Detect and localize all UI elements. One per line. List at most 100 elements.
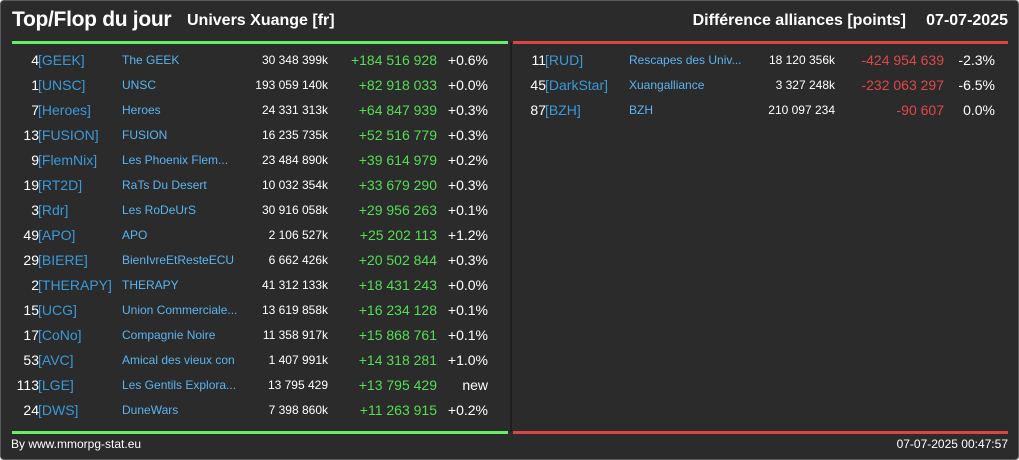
alliance-points: 16 235 735k [261, 128, 328, 142]
top-row: 15 [UCG] Union Commerciale... 13 619 858k +1… [1, 302, 497, 327]
alliance-tag-link[interactable]: [LGE] [38, 377, 74, 393]
top-row: 1 [UNSC] UNSC 193 059 140k +82 918 033 +0.0% [1, 77, 497, 102]
generated-timestamp: 07-07-2025 00:47:57 [896, 437, 1008, 451]
points-difference: +184 516 928 [350, 52, 437, 68]
flop-footer-divider [513, 431, 1008, 434]
alliance-rank: 2 [31, 277, 39, 293]
alliance-rank: 17 [23, 327, 39, 343]
source-credit: By www.mmorpg-stat.eu [11, 437, 142, 451]
metric-label: Différence alliances [points] [692, 12, 906, 29]
points-difference: +39 614 979 [358, 152, 437, 168]
points-difference: +14 318 281 [358, 352, 437, 368]
alliance-tag-link[interactable]: [FlemNix] [38, 152, 98, 168]
alliance-points: 24 331 313k [261, 103, 328, 117]
top-row: 4 [GEEK] The GEEK 30 348 399k +184 516 928 +0… [1, 52, 497, 77]
date-label: 07-07-2025 [926, 12, 1008, 29]
top-row: 9 [FlemNix] Les Phoenix Flem... 23 484 890k… [1, 152, 497, 177]
alliance-tag-link[interactable]: [Heroes] [38, 102, 91, 118]
alliance-tag-link[interactable]: [FUSION] [38, 127, 99, 143]
alliance-rank: 9 [31, 152, 39, 168]
flop-row: 87 [BZH] BZH 210 097 234 -90 607 0.0% [508, 102, 1004, 127]
alliance-tag-link[interactable]: [DWS] [38, 402, 79, 418]
alliance-points: 210 097 234 [768, 103, 835, 117]
alliance-points: 30 916 058k [261, 203, 328, 217]
alliance-tag-link[interactable]: [BZH] [545, 102, 581, 118]
alliance-tag-link[interactable]: [AVC] [38, 352, 74, 368]
top-header-divider [12, 41, 508, 44]
alliance-tag-link[interactable]: [CoNo] [38, 327, 82, 343]
column-separator [510, 42, 512, 432]
points-difference: +16 234 128 [358, 302, 437, 318]
top-row: 13 [FUSION] FUSION 16 235 735k +52 516 779 +0… [1, 127, 497, 152]
alliance-points: 3 327 248k [775, 78, 835, 92]
percent-change: +0.3% [447, 252, 488, 268]
top-row: 17 [CoNo] Compagnie Noire 11 358 917k +15 86… [1, 327, 497, 352]
alliance-tag-link[interactable]: [DarkStar] [545, 77, 609, 93]
percent-change: +0.3% [447, 127, 488, 143]
percent-change: -6.5% [958, 77, 995, 93]
top-row: 53 [AVC] Amical des vieux con 1 407 991k +14… [1, 352, 497, 377]
percent-change: +1.2% [447, 227, 488, 243]
alliance-points: 7 398 860k [268, 403, 328, 417]
top-footer-divider [12, 431, 508, 434]
alliance-rank: 15 [23, 302, 39, 318]
alliance-points: 193 059 140k [255, 78, 328, 92]
alliance-rank: 3 [31, 202, 39, 218]
alliance-rank: 1 [31, 77, 39, 93]
alliance-points: 13 795 429 [267, 378, 328, 392]
alliance-rank: 13 [23, 127, 39, 143]
alliance-tag-link[interactable]: [BIERE] [38, 252, 88, 268]
points-difference: +18 431 243 [358, 277, 437, 293]
top-row: 29 [BIERE] BienIvreEtResteECU 6 662 426k +20… [1, 252, 497, 277]
points-difference: -232 063 297 [861, 77, 944, 93]
percent-change: +0.1% [447, 327, 488, 343]
alliance-tag-link[interactable]: [UNSC] [38, 77, 86, 93]
alliance-points: 2 106 527k [268, 228, 328, 242]
points-difference: -424 954 639 [861, 52, 944, 68]
points-difference: +11 263 915 [359, 402, 437, 418]
points-difference: -90 607 [896, 102, 944, 118]
top-row: 49 [APO] APO 2 106 527k +25 202 113 +1.2% [1, 227, 497, 252]
points-difference: +64 847 939 [358, 102, 437, 118]
alliance-rank: 45 [530, 77, 546, 93]
alliance-rank: 7 [31, 102, 39, 118]
top-row: 19 [RT2D] RaTs Du Desert 10 032 354k +33 679… [1, 177, 497, 202]
alliance-points: 13 619 858k [261, 303, 328, 317]
alliance-points: 10 032 354k [261, 178, 328, 192]
points-difference: +20 502 844 [358, 252, 437, 268]
universe-label: Univers Xuange [fr] [187, 12, 335, 29]
alliance-points: 1 407 991k [268, 353, 328, 367]
percent-change: +0.2% [447, 152, 488, 168]
percent-change: +0.2% [447, 402, 488, 418]
alliance-tag-link[interactable]: [UCG] [38, 302, 77, 318]
alliance-tag-link[interactable]: [Rdr] [38, 202, 69, 218]
alliance-tag-link[interactable]: [APO] [38, 227, 76, 243]
percent-change: +0.1% [447, 202, 488, 218]
alliance-tag-link[interactable]: [RUD] [545, 52, 584, 68]
alliance-rank: 53 [23, 352, 39, 368]
alliance-rank: 113 [16, 377, 39, 393]
alliance-rank: 29 [23, 252, 39, 268]
points-difference: +29 956 263 [358, 202, 437, 218]
flop-header-divider [513, 41, 1008, 44]
flop-row: 11 [RUD] Rescapes des Univ... 18 120 356k -4… [508, 52, 1004, 77]
page-title: Top/Flop du jour [12, 8, 172, 31]
alliance-points: 11 358 917k [262, 328, 328, 342]
top-row: 113 [LGE] Les Gentils Explora... 13 795 429… [1, 377, 497, 402]
alliance-rank: 4 [31, 52, 39, 68]
percent-change: 0.0% [963, 102, 995, 118]
alliance-rank: 49 [23, 227, 39, 243]
top-row: 2 [THERAPY] THERAPY 41 312 133k +18 431 243 +… [1, 277, 497, 302]
percent-change: +0.0% [447, 277, 488, 293]
alliance-tag-link[interactable]: [GEEK] [38, 52, 85, 68]
percent-change: +0.3% [447, 177, 488, 193]
alliance-points: 23 484 890k [261, 153, 328, 167]
alliance-rank: 19 [23, 177, 39, 193]
percent-change: +0.0% [447, 77, 488, 93]
alliance-tag-link[interactable]: [RT2D] [38, 177, 83, 193]
top-row: 3 [Rdr] Les RoDeUrS 30 916 058k +29 956 263 +… [1, 202, 497, 227]
percent-change: +0.3% [447, 102, 488, 118]
alliance-tag-link[interactable]: [THERAPY] [38, 277, 112, 293]
points-difference: +15 868 761 [358, 327, 437, 343]
